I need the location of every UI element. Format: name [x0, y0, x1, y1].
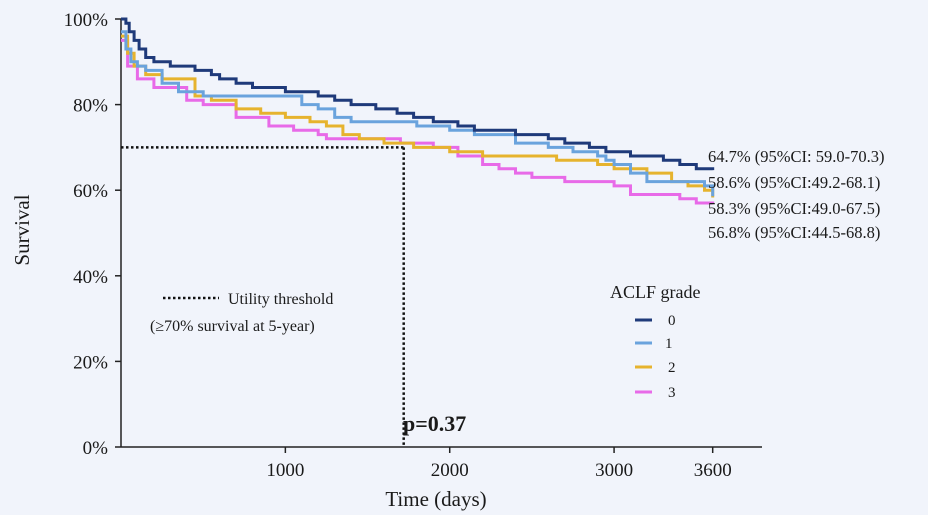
threshold-label-line2: (≥70% survival at 5-year): [150, 318, 315, 335]
series-line-grade-1: [121, 30, 715, 197]
x-axis-title: Time (days): [385, 487, 486, 511]
y-tick-label: 100%: [64, 10, 109, 31]
end-label-grade-2: 58.3% (95%CI:49.0-67.5): [708, 199, 880, 218]
series-line-grade-0: [121, 17, 715, 171]
y-tick-label: 80%: [73, 96, 108, 117]
legend-label-grade-2: 2: [668, 360, 676, 376]
end-labels: 64.7% (95%CI: 59.0-70.3) 58.6% (95%CI:49.…: [708, 147, 884, 242]
x-tick-label: 3600: [694, 460, 732, 481]
legend: ACLF grade 0 1 2 3: [610, 282, 700, 401]
series-line-grade-3: [121, 38, 715, 205]
x-tick-label: 2000: [431, 460, 469, 481]
end-label-grade-0: 64.7% (95%CI: 59.0-70.3): [708, 147, 884, 166]
y-axis-title: Survival: [10, 194, 34, 265]
y-tick-label: 60%: [73, 181, 108, 202]
survival-curves: [121, 17, 715, 205]
y-tick-label: 40%: [73, 267, 108, 288]
legend-label-grade-1: 1: [665, 336, 673, 352]
end-label-grade-3: 56.8% (95%CI:44.5-68.8): [708, 223, 880, 242]
y-ticks: 0% 20% 40% 60% 80% 100%: [64, 10, 121, 459]
legend-items: 0 1 2 3: [635, 313, 676, 401]
end-label-grade-1: 58.6% (95%CI:49.2-68.1): [708, 173, 880, 192]
threshold-label-line1: Utility threshold: [228, 291, 333, 308]
p-value: p=0.37: [403, 411, 466, 436]
x-tick-label: 3000: [595, 460, 633, 481]
series-line-grade-2: [121, 34, 715, 198]
y-tick-label: 0%: [83, 438, 109, 459]
legend-label-grade-3: 3: [668, 385, 676, 401]
x-tick-label: 1000: [266, 460, 304, 481]
legend-title: ACLF grade: [610, 282, 700, 302]
y-tick-label: 20%: [73, 352, 108, 373]
legend-label-grade-0: 0: [668, 313, 676, 329]
x-ticks: 1000 2000 3000 3600: [266, 447, 732, 481]
